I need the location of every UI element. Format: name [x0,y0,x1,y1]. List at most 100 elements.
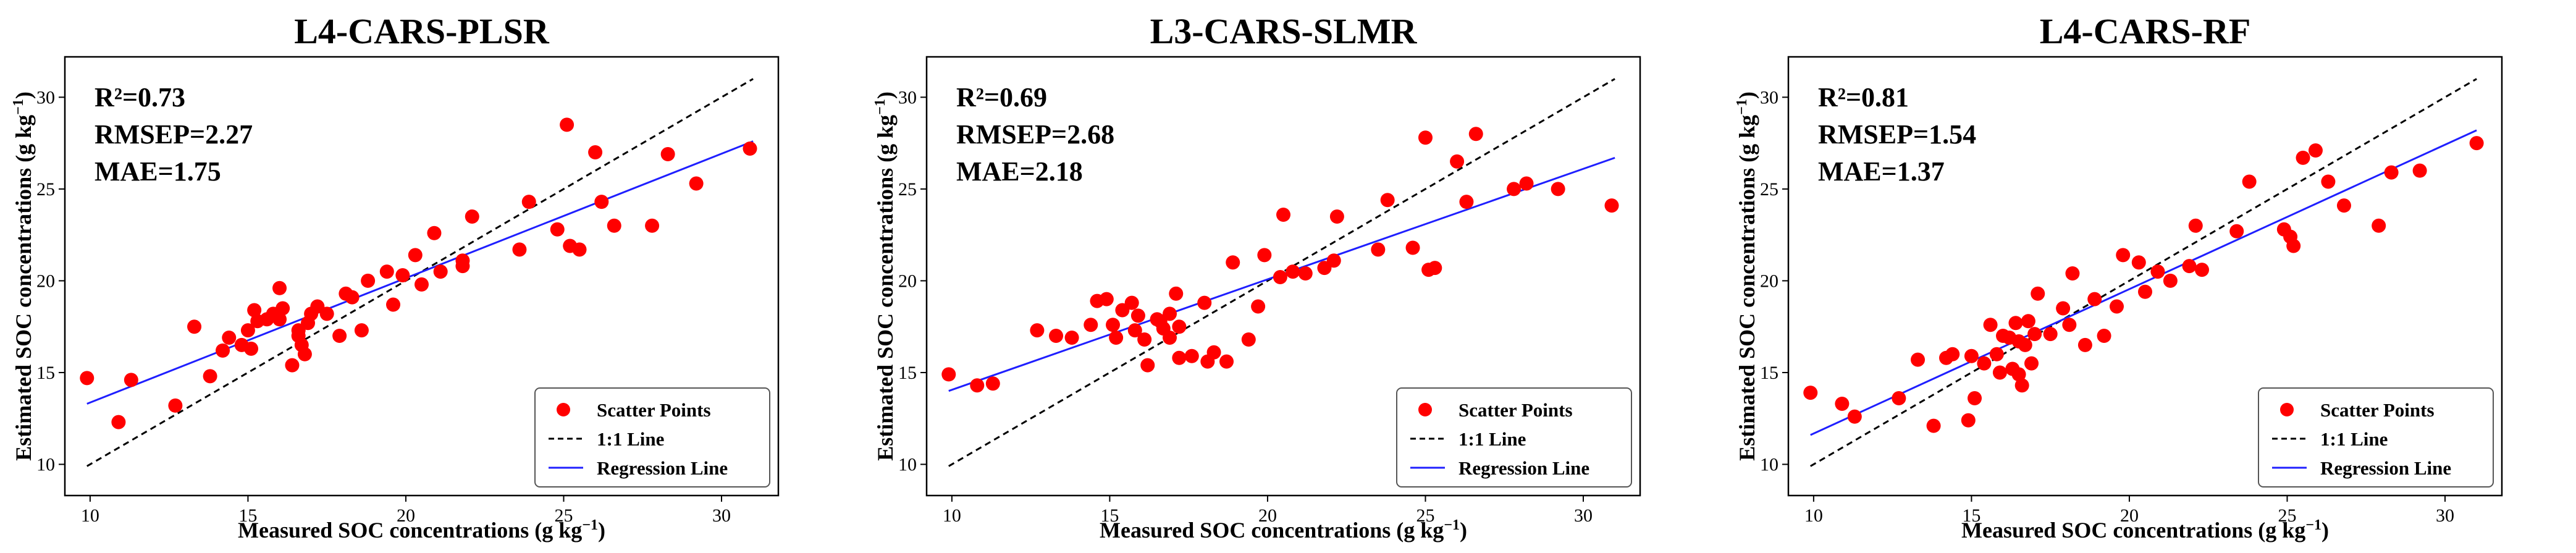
scatter-point [2131,255,2146,270]
legend-label: Scatter Points [2320,399,2435,421]
scatter-point [1551,182,1565,196]
scatter-point [1184,348,1199,363]
scatter-point [2097,329,2111,344]
scatter-point [2286,239,2301,253]
scatter-point [168,398,183,413]
legend-label: Regression Line [2320,457,2451,479]
scatter-point [2308,143,2323,158]
scatter-point [1380,193,1395,208]
scatter-point [2087,292,2102,306]
stat-line: R²=0.69 [956,82,1047,112]
scatter-point [2336,198,2351,213]
legend-label: 1:1 Line [597,428,664,450]
scatter-point [297,347,312,361]
scatter-point [645,218,660,233]
x-tick-label: 25 [2278,505,2296,526]
x-tick-label: 10 [1804,505,1823,526]
x-tick-label: 20 [2120,505,2139,526]
scatter-point [1450,154,1465,169]
scatter-point [970,378,985,393]
scatter-point [1197,295,1212,310]
x-tick-label: 25 [1416,505,1434,526]
one-to-one-line [948,78,1615,467]
scatter-point [1926,418,1941,433]
legend-label: Regression Line [1458,457,1589,479]
scatter-point [240,323,255,338]
x-tick-label: 30 [2436,505,2454,526]
scatter-point [1163,306,1177,321]
scatter-point [1459,195,1474,209]
scatter-point [1257,248,1272,263]
scatter-point [80,371,95,386]
x-tick-label: 30 [712,505,731,526]
scatter-point [2056,301,2071,316]
legend-point-marker [2280,403,2294,416]
scatter-point [521,195,536,209]
stat-line: RMSEP=2.68 [956,119,1114,150]
scatter-point [2031,286,2045,301]
scatter-point [1989,347,2004,361]
scatter-point [1226,255,1240,270]
scatter-point [1286,264,1300,279]
scatter-point [455,259,470,274]
y-tick-label: 30 [1760,87,1778,108]
scatter-point [1428,261,1442,276]
scatter-point [2188,218,2203,233]
stat-line: MAE=1.75 [95,156,221,187]
legend-point-marker [557,403,570,416]
scatter-point [2412,163,2427,178]
scatter-point [689,176,704,191]
scatter-point [1405,240,1420,255]
one-to-one-line [86,78,754,467]
y-axis-label: Estimated SOC concentrations (g kg−1) [11,91,36,461]
scatter-point [1172,350,1187,365]
scatter-point [1169,286,1184,301]
x-axis-label: Measured SOC concentrations (g kg−1) [1961,517,2329,542]
scatter-point [2065,266,2080,281]
scatter-point [203,369,217,384]
y-tick-label: 20 [898,271,917,291]
scatter-point [272,281,287,295]
scatter-point [1892,391,1906,406]
x-tick-label: 20 [397,505,415,526]
scatter-point [2008,316,2023,331]
scatter-point [222,331,237,345]
scatter-point [427,226,442,240]
x-axis-label: Measured SOC concentrations (g kg−1) [1100,517,1467,542]
scatter-point [588,145,603,159]
scatter-point [1172,319,1187,334]
stat-line: MAE=1.37 [1818,156,1945,187]
scatter-point [1911,352,1926,367]
scatter-point [285,358,300,373]
y-axis-label: Estimated SOC concentrations (g kg−1) [1734,91,1759,461]
legend-label: 1:1 Line [1458,428,1526,450]
legend-label: Scatter Points [597,399,711,421]
scatter-point [2110,299,2124,314]
scatter-point [1099,292,1114,306]
scatter-point [395,268,410,283]
legend-box [1396,387,1632,488]
scatter-point [572,242,587,257]
stat-line: MAE=2.18 [956,156,1083,187]
legend: Scatter Points 1:1 Line Regression Line [1396,387,1632,488]
scatter-point [2138,284,2152,299]
scatter-point [2011,367,2026,382]
scatter-point [216,343,230,358]
scatter-point [1835,396,1850,411]
scatter-point [386,297,401,312]
scatter-panel-1: L4-CARS-PLSR 10 15 20 25 30 10 15 20 25 30 Measured… [11,11,780,542]
scatter-point [985,376,1000,391]
scatter-point [1084,318,1098,332]
scatter-point [2296,150,2310,165]
scatter-point [512,242,527,257]
scatter-point [2014,378,2029,393]
scatter-point [2027,327,2042,342]
scatter-point [2018,337,2032,352]
legend-label: 1:1 Line [2320,428,2388,450]
scatter-panel-2: L3-CARS-SLMR 10 15 20 25 30 10 15 20 25 30 Measured… [872,11,1641,542]
scatter-point [1030,323,1045,338]
stat-line: RMSEP=1.54 [1818,119,1976,150]
scatter-point [1977,356,1992,371]
scatter-point [1945,347,1960,361]
